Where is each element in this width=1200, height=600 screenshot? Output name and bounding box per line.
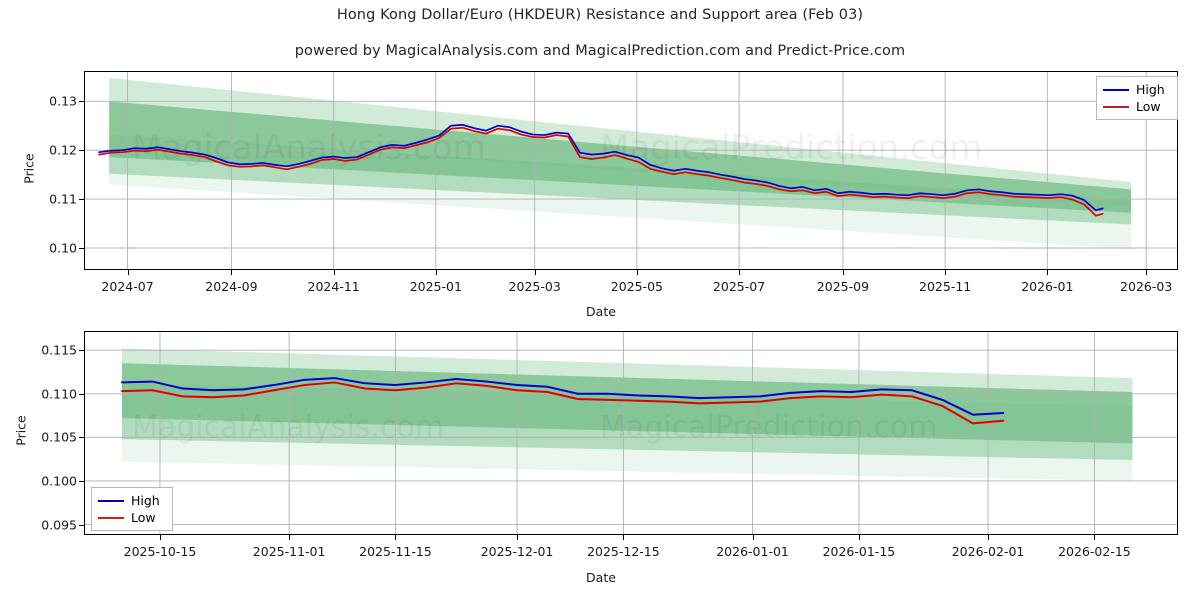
x-tick-mark [739, 270, 741, 275]
series-line-low [98, 126, 1104, 217]
bottom-chart-xlabel: Date [586, 570, 616, 585]
x-tick-label: 2025-07 [712, 279, 766, 294]
bottom-chart-ylabel: Price [13, 415, 29, 446]
x-tick-label: 2025-10-15 [123, 544, 197, 559]
legend-swatch-low-icon [1103, 105, 1129, 108]
y-tick-label: 0.110 [41, 386, 77, 402]
x-tick-mark [636, 270, 638, 275]
x-tick-mark [1094, 535, 1096, 540]
y-tick-mark [79, 480, 84, 482]
legend-item-low[interactable]: Low [1103, 98, 1170, 115]
y-tick-mark [79, 350, 84, 352]
legend-item-high[interactable]: High [1103, 81, 1170, 98]
legend-swatch-high-icon [1103, 88, 1129, 91]
x-tick-mark [435, 270, 437, 275]
x-tick-mark [231, 270, 233, 275]
x-tick-label: 2024-09 [205, 279, 258, 294]
x-tick-label: 2025-11-15 [359, 544, 432, 559]
page-title: Hong Kong Dollar/Euro (HKDEUR) Resistanc… [336, 7, 864, 23]
x-tick-label: 2025-12-01 [480, 544, 554, 559]
y-tick-mark [79, 150, 84, 152]
y-tick-mark [79, 101, 84, 103]
y-tick-label: 0.105 [41, 429, 77, 445]
series-line-low [120, 381, 1005, 425]
x-tick-label: 2025-05 [610, 279, 663, 294]
bottom-chart-frame [84, 331, 1178, 535]
x-tick-label: 2026-02-01 [951, 544, 1025, 559]
x-tick-mark [534, 270, 536, 275]
x-tick-mark [623, 535, 625, 540]
x-tick-label: 2026-01 [1021, 279, 1074, 294]
x-tick-label: 2025-09 [816, 279, 870, 294]
legend-swatch-low-icon [98, 516, 124, 519]
x-tick-label: 2025-11-01 [252, 544, 326, 559]
top-chart-ylabel: Price [21, 153, 37, 184]
bottom-chart-legend[interactable]: High Low [91, 487, 173, 531]
legend-swatch-high-icon [98, 499, 124, 502]
x-tick-mark [289, 535, 291, 540]
top-chart-frame [84, 71, 1178, 270]
legend-item-high[interactable]: High [98, 492, 165, 509]
y-tick-label: 0.115 [41, 342, 77, 358]
y-tick-label: 0.100 [41, 473, 77, 489]
x-tick-mark [517, 535, 519, 540]
legend-label: Low [1136, 99, 1161, 114]
x-tick-label: 2026-01-15 [822, 544, 896, 559]
x-tick-mark [395, 535, 397, 540]
y-tick-label: 0.13 [49, 93, 77, 109]
legend-label: High [1136, 82, 1165, 97]
bottom-chart-plot [84, 331, 1178, 535]
x-tick-label: 2025-01 [409, 279, 462, 294]
y-tick-mark [79, 199, 84, 201]
series-line-high [120, 377, 1005, 416]
y-tick-mark [79, 524, 84, 526]
y-tick-label: 0.10 [49, 240, 77, 256]
top-chart-panel [84, 71, 1178, 270]
y-tick-mark [79, 393, 84, 395]
x-tick-label: 2026-02-15 [1058, 544, 1131, 559]
top-chart-plot [84, 71, 1178, 270]
x-tick-mark [752, 535, 754, 540]
y-tick-label: 0.095 [41, 517, 77, 533]
x-tick-label: 2025-12-15 [587, 544, 660, 559]
legend-label: High [131, 493, 160, 508]
x-tick-mark [945, 270, 947, 275]
x-tick-label: 2025-11 [919, 279, 972, 294]
x-tick-mark [1146, 270, 1148, 275]
y-tick-mark [79, 247, 84, 249]
x-tick-mark [988, 535, 990, 540]
series-line-high [98, 123, 1104, 212]
x-tick-mark [159, 535, 161, 540]
x-tick-mark [333, 270, 335, 275]
legend-label: Low [131, 510, 156, 525]
y-tick-mark [79, 437, 84, 439]
x-tick-label: 2026-01-01 [716, 544, 789, 559]
legend-item-low[interactable]: Low [98, 509, 165, 526]
y-tick-label: 0.11 [49, 191, 77, 207]
x-tick-label: 2024-07 [101, 279, 154, 294]
x-tick-mark [127, 270, 129, 275]
x-tick-label: 2025-03 [508, 279, 561, 294]
x-tick-mark [842, 270, 844, 275]
top-chart-xlabel: Date [586, 304, 616, 319]
bottom-chart-panel [84, 331, 1178, 535]
page-subtitle: powered by MagicalAnalysis.com and Magic… [294, 43, 906, 59]
x-tick-label: 2024-11 [307, 279, 360, 294]
x-tick-label: 2026-03 [1120, 279, 1173, 294]
x-tick-mark [858, 535, 860, 540]
top-chart-legend[interactable]: High Low [1096, 76, 1178, 120]
y-tick-label: 0.12 [49, 142, 77, 158]
x-tick-mark [1047, 270, 1049, 275]
